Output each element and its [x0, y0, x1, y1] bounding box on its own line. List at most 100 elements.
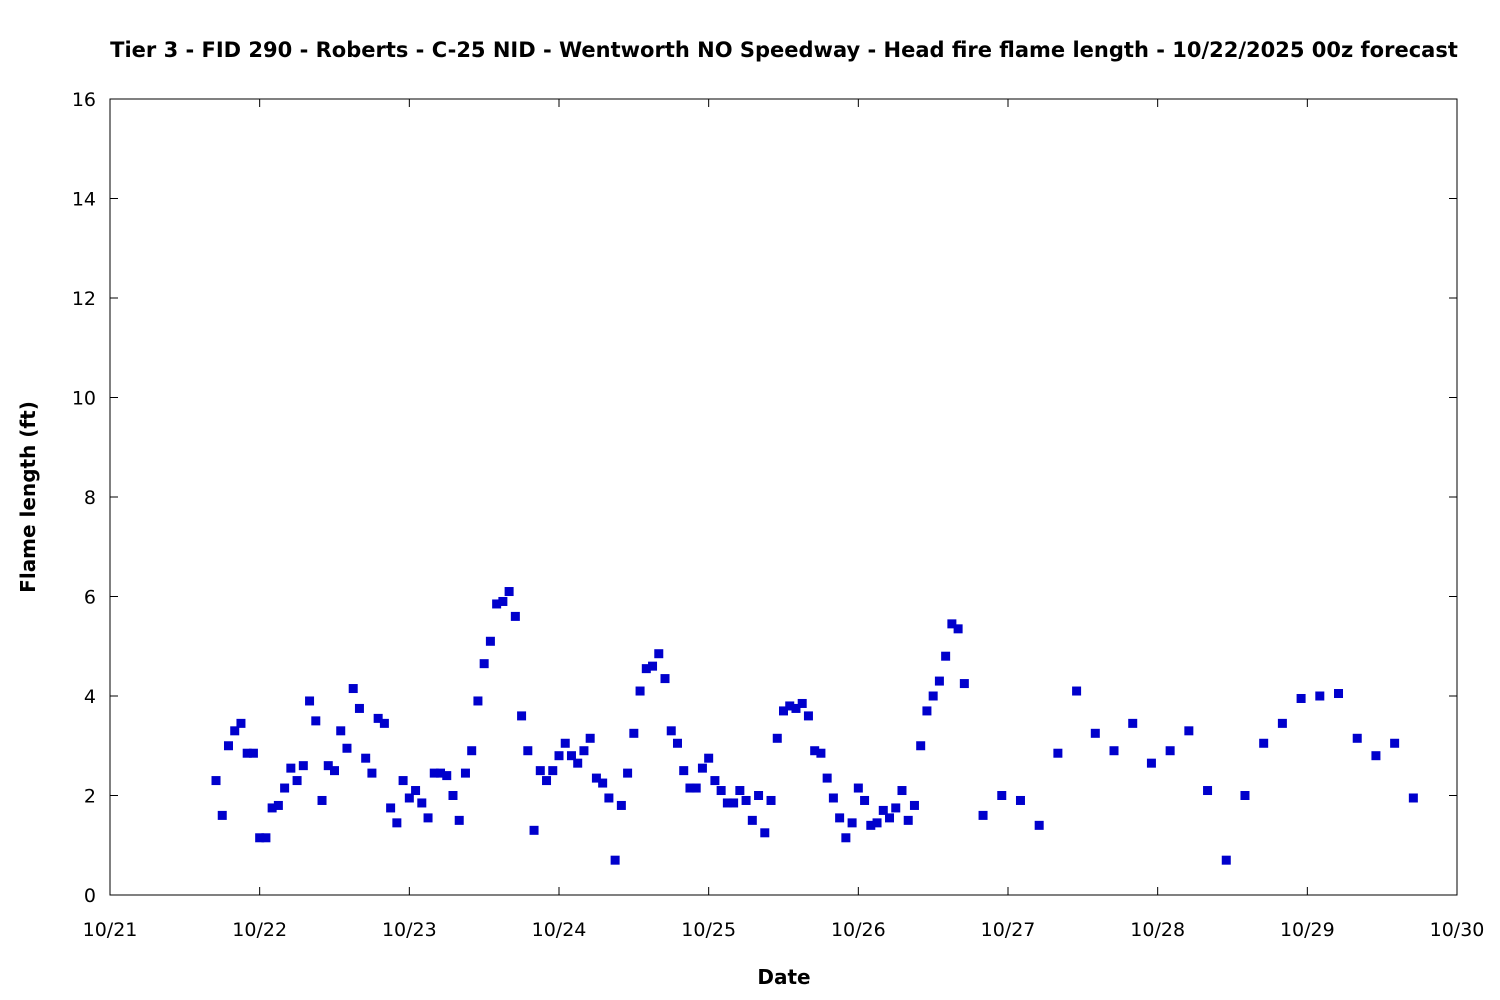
data-point	[1315, 691, 1325, 701]
data-point	[866, 820, 876, 830]
data-point	[872, 818, 882, 828]
y-tick-label: 6	[84, 587, 96, 609]
data-point	[1240, 791, 1250, 800]
data-point	[429, 768, 439, 778]
data-point	[311, 716, 321, 726]
y-tick-label: 16	[72, 89, 96, 111]
data-point	[1259, 738, 1269, 748]
data-point	[803, 711, 813, 721]
data-point	[885, 813, 895, 823]
data-point	[529, 825, 539, 835]
data-point	[535, 766, 545, 776]
x-tick-label: 10/29	[1280, 919, 1335, 941]
data-point	[772, 733, 782, 743]
data-point	[454, 815, 464, 825]
data-point	[1296, 693, 1306, 703]
data-point	[423, 813, 433, 823]
data-point	[729, 798, 739, 808]
data-point	[779, 706, 788, 716]
data-point	[610, 855, 620, 865]
data-point	[1109, 746, 1119, 756]
data-point	[635, 686, 645, 696]
data-point	[336, 726, 346, 736]
data-point	[891, 803, 901, 813]
data-point	[691, 783, 701, 793]
x-tick-label: 10/24	[532, 919, 587, 941]
data-point	[223, 741, 233, 751]
data-point	[835, 813, 845, 823]
data-point	[273, 800, 283, 810]
data-point	[417, 798, 427, 808]
data-point	[323, 761, 333, 771]
x-axis-label: Date	[757, 965, 810, 989]
data-point	[485, 636, 495, 646]
data-point	[766, 795, 776, 805]
data-point	[1334, 689, 1344, 699]
data-point	[947, 619, 957, 629]
x-tick-label: 10/22	[232, 919, 287, 941]
data-point	[379, 718, 389, 728]
data-point	[342, 743, 352, 753]
data-point	[847, 818, 857, 828]
data-point	[373, 713, 383, 723]
data-point	[305, 696, 315, 706]
data-point	[573, 758, 583, 768]
data-point	[1053, 748, 1063, 758]
data-point	[648, 661, 658, 671]
data-point	[978, 810, 988, 820]
plot-frame	[109, 98, 1458, 896]
data-point	[941, 651, 951, 661]
y-tick-label: 10	[72, 388, 96, 410]
data-point	[498, 596, 508, 606]
data-point	[448, 791, 458, 800]
data-point	[1128, 718, 1138, 728]
y-tick-label: 8	[84, 487, 96, 509]
data-point	[760, 828, 770, 838]
data-point	[672, 738, 682, 748]
x-tick-label: 10/25	[681, 919, 736, 941]
chart-title: Tier 3 - FID 290 - Roberts - C-25 NID - …	[110, 38, 1458, 62]
y-tick-label: 12	[72, 288, 96, 310]
data-point	[261, 833, 271, 843]
data-point	[822, 773, 832, 783]
data-point	[660, 674, 670, 684]
data-point	[853, 783, 863, 793]
data-point	[1390, 738, 1400, 748]
data-point	[785, 701, 795, 711]
data-point	[230, 726, 240, 736]
y-tick-label: 4	[84, 686, 96, 708]
data-point	[317, 795, 327, 805]
data-points	[211, 587, 1418, 865]
y-tick-label: 14	[72, 189, 96, 211]
data-point	[248, 748, 258, 758]
data-point	[510, 611, 520, 621]
data-point	[810, 746, 820, 756]
data-point	[560, 738, 570, 748]
data-point	[211, 776, 221, 786]
data-point	[591, 773, 601, 783]
data-point	[710, 776, 720, 786]
data-point	[523, 746, 533, 756]
data-point	[903, 815, 913, 825]
data-point	[909, 800, 919, 810]
data-point	[1277, 718, 1287, 728]
data-point	[841, 833, 851, 843]
data-point	[280, 783, 290, 793]
data-point	[1146, 758, 1156, 768]
data-point	[685, 783, 695, 793]
y-tick-label: 0	[84, 885, 96, 907]
data-point	[566, 751, 576, 761]
data-point	[828, 793, 838, 803]
x-tick-label: 10/26	[831, 919, 886, 941]
data-point	[897, 786, 907, 796]
x-tick-label: 10/28	[1130, 919, 1185, 941]
data-point	[654, 649, 664, 659]
data-point	[442, 771, 452, 781]
data-point	[398, 776, 408, 786]
x-tick-label: 10/23	[382, 919, 437, 941]
data-point	[517, 711, 527, 721]
data-point	[916, 741, 926, 751]
data-point	[1072, 686, 1082, 696]
data-point	[1015, 795, 1025, 805]
